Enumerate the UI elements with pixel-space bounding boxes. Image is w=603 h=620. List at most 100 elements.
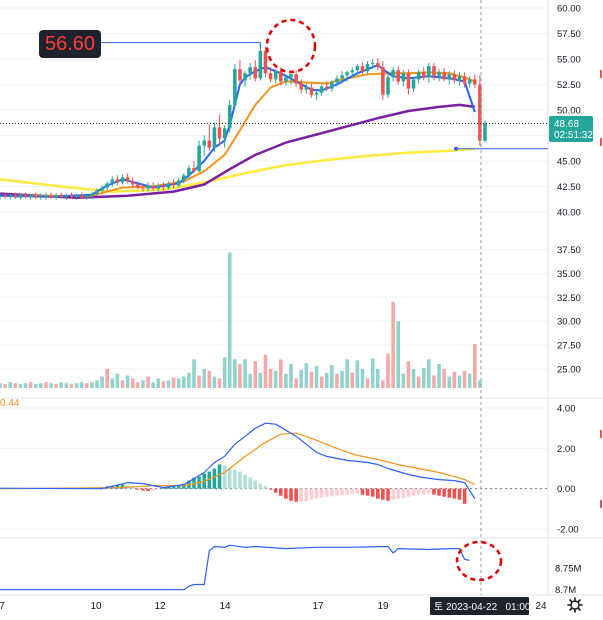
macd-histogram-bar bbox=[340, 488, 344, 496]
macd-histogram-bar bbox=[314, 488, 319, 499]
candle-body bbox=[411, 79, 416, 89]
volume-bar bbox=[319, 376, 324, 388]
volume-bar bbox=[447, 376, 452, 388]
time-axis-tick: 7 bbox=[0, 601, 5, 612]
volume-bar bbox=[105, 368, 109, 388]
candle-body bbox=[85, 195, 89, 198]
volume-bar bbox=[18, 384, 23, 388]
candle-body bbox=[401, 73, 406, 82]
candle-body bbox=[120, 177, 125, 183]
volume-bar bbox=[462, 370, 467, 388]
candle-body bbox=[396, 70, 400, 82]
candle-body bbox=[74, 195, 79, 197]
candle-body bbox=[69, 195, 74, 197]
volume-bar bbox=[95, 380, 99, 388]
macd-axis-tick: 0.00 bbox=[557, 484, 576, 495]
candle-body bbox=[309, 87, 314, 95]
candle-body bbox=[33, 195, 38, 198]
volume-bar bbox=[365, 378, 370, 388]
candle-body bbox=[299, 83, 303, 90]
macd-histogram-bar bbox=[243, 474, 247, 489]
candle-body bbox=[151, 185, 155, 189]
price-tag-countdown: 02:51:32 bbox=[554, 130, 593, 141]
candle-body bbox=[227, 104, 232, 129]
candle-body bbox=[478, 84, 482, 141]
macd-histogram-bar bbox=[401, 488, 406, 498]
candle-body bbox=[457, 76, 462, 81]
volume-bar bbox=[473, 344, 477, 388]
volume-bar bbox=[299, 369, 303, 388]
time-tag: 토 2023-04-22 01:00 bbox=[430, 597, 531, 615]
candle-body bbox=[49, 195, 53, 198]
candle-body bbox=[253, 67, 258, 79]
macd-histogram-bar bbox=[151, 488, 155, 491]
macd-histogram-bar bbox=[432, 488, 436, 495]
macd-histogram-bar bbox=[350, 488, 355, 495]
candle-body bbox=[64, 195, 69, 197]
volume-bar bbox=[416, 376, 421, 388]
macd-histogram-bar bbox=[120, 484, 125, 489]
volume-bar bbox=[212, 376, 217, 388]
volume-axis-tick: 32.50 bbox=[557, 293, 581, 304]
candle-body bbox=[391, 70, 395, 78]
volume-bar bbox=[391, 302, 395, 388]
edge-marks bbox=[600, 70, 602, 508]
candle-body bbox=[141, 187, 145, 189]
volume-bar bbox=[74, 383, 79, 388]
candle-body bbox=[95, 190, 99, 194]
volume-bar bbox=[324, 372, 329, 388]
time-axis-tick: 12 bbox=[154, 601, 166, 612]
candle-body bbox=[105, 183, 109, 188]
volume-bar bbox=[340, 370, 344, 388]
volume-bar bbox=[360, 368, 365, 388]
time-axis-tick: 14 bbox=[219, 601, 231, 612]
macd-histogram-bar bbox=[146, 488, 150, 492]
candle-body bbox=[146, 185, 150, 189]
candle-body bbox=[335, 78, 339, 83]
candle-body bbox=[100, 187, 104, 191]
indicator-value-label: 0.44 bbox=[0, 398, 20, 409]
candle-body bbox=[473, 79, 477, 85]
candle-body bbox=[187, 168, 191, 176]
volume-bar bbox=[437, 364, 441, 388]
macd-axis-tick: 4.00 bbox=[557, 404, 576, 415]
macd-histogram-bar bbox=[406, 488, 411, 497]
volume-bar bbox=[59, 382, 64, 388]
bottom-axis-tick: 8.75M bbox=[555, 564, 581, 575]
macd-histogram-bar bbox=[335, 488, 339, 496]
volume-axis-tick: 30.00 bbox=[557, 317, 581, 328]
volume-bar bbox=[370, 358, 375, 388]
macd-histogram-bar bbox=[248, 477, 252, 489]
price-axis-tick: 60.00 bbox=[557, 4, 581, 15]
macd-histogram-bar bbox=[381, 488, 385, 500]
candle-body bbox=[136, 184, 140, 188]
macd-histogram-bar bbox=[222, 465, 227, 489]
volume-bar bbox=[355, 360, 360, 388]
volume-bar bbox=[156, 378, 161, 388]
volume-bar bbox=[217, 378, 222, 388]
macd-panel bbox=[0, 422, 548, 504]
macd-histogram-bar bbox=[462, 488, 467, 504]
volume-bar bbox=[294, 378, 298, 388]
candle-body bbox=[248, 67, 252, 74]
volume-bar bbox=[33, 384, 38, 388]
price-axis-tick: 57.50 bbox=[557, 29, 581, 40]
candle-body bbox=[192, 168, 196, 172]
candle-body bbox=[376, 63, 380, 68]
volume-bar bbox=[253, 361, 258, 388]
macd-histogram-bar bbox=[284, 488, 288, 499]
ma-long-line bbox=[0, 147, 475, 193]
volume-bar bbox=[69, 384, 74, 388]
annotation-circle-peak bbox=[265, 18, 317, 74]
volume-bar bbox=[243, 359, 247, 388]
volume-bar bbox=[44, 382, 48, 388]
time-axis-tick: 24 bbox=[535, 601, 547, 612]
macd-line bbox=[0, 422, 476, 500]
settings-icon[interactable] bbox=[567, 597, 583, 613]
volume-bar bbox=[258, 372, 263, 388]
candle-body bbox=[432, 66, 436, 77]
volume-bar bbox=[207, 370, 212, 388]
volume-bar bbox=[110, 378, 115, 388]
volume-bar bbox=[90, 382, 94, 388]
